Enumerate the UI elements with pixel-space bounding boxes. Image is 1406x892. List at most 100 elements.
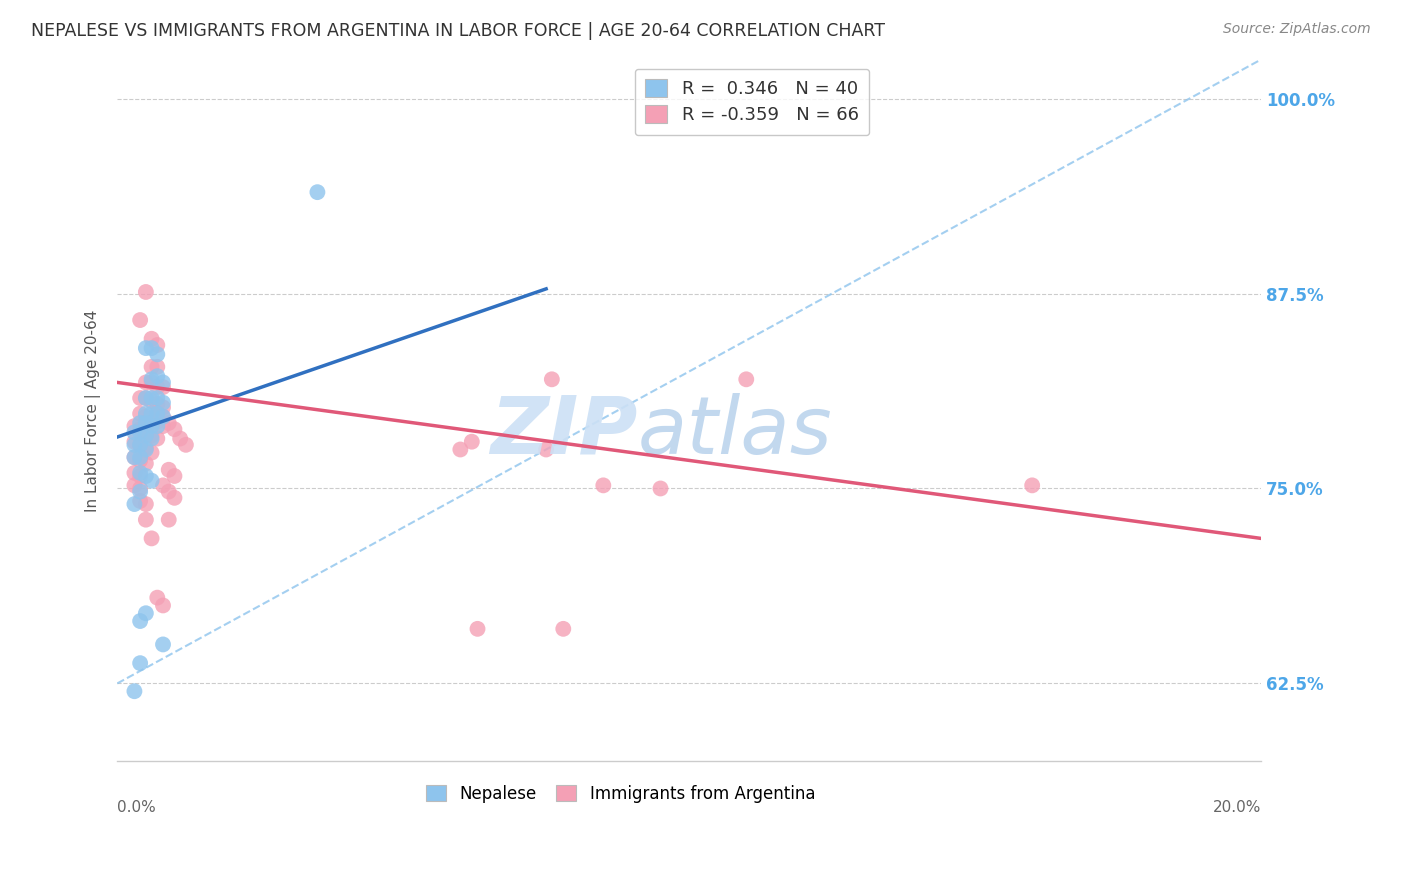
Point: [152, 395, 174, 409]
Point: [157, 463, 180, 477]
Point: [169, 432, 191, 446]
Point: [129, 469, 152, 483]
Point: [129, 482, 152, 496]
Point: [146, 359, 169, 374]
Point: [129, 416, 152, 430]
Point: [146, 338, 169, 352]
Point: [124, 478, 146, 492]
Point: [141, 428, 163, 442]
Point: [146, 347, 169, 361]
Point: [141, 411, 163, 425]
Point: [152, 380, 174, 394]
Point: [152, 409, 174, 424]
Point: [1021, 478, 1043, 492]
Point: [152, 478, 174, 492]
Point: [141, 376, 163, 390]
Point: [129, 425, 152, 440]
Point: [135, 407, 157, 421]
Point: [135, 441, 157, 455]
Text: atlas: atlas: [638, 392, 832, 471]
Text: Source: ZipAtlas.com: Source: ZipAtlas.com: [1223, 22, 1371, 37]
Point: [124, 466, 146, 480]
Point: [146, 414, 169, 428]
Point: [152, 409, 174, 424]
Point: [146, 369, 169, 384]
Point: [141, 432, 163, 446]
Point: [129, 438, 152, 452]
Point: [540, 372, 562, 386]
Point: [174, 438, 197, 452]
Point: [135, 391, 157, 405]
Point: [152, 401, 174, 415]
Point: [307, 185, 329, 199]
Legend: Nepalese, Immigrants from Argentina: Nepalese, Immigrants from Argentina: [416, 775, 825, 813]
Point: [129, 422, 152, 436]
Point: [135, 391, 157, 405]
Point: [141, 407, 163, 421]
Text: NEPALESE VS IMMIGRANTS FROM ARGENTINA IN LABOR FORCE | AGE 20-64 CORRELATION CHA: NEPALESE VS IMMIGRANTS FROM ARGENTINA IN…: [31, 22, 884, 40]
Point: [157, 484, 180, 499]
Text: ZIP: ZIP: [491, 392, 638, 471]
Point: [163, 491, 186, 505]
Point: [129, 407, 152, 421]
Point: [135, 457, 157, 471]
Point: [146, 407, 169, 421]
Point: [157, 416, 180, 430]
Point: [129, 313, 152, 327]
Point: [141, 341, 163, 355]
Point: [141, 532, 163, 546]
Point: [152, 637, 174, 651]
Point: [129, 438, 152, 452]
Point: [135, 513, 157, 527]
Point: [735, 372, 758, 386]
Point: [152, 376, 174, 390]
Y-axis label: In Labor Force | Age 20-64: In Labor Force | Age 20-64: [86, 310, 101, 512]
Point: [135, 442, 157, 457]
Point: [534, 442, 557, 457]
Point: [129, 391, 152, 405]
Point: [135, 497, 157, 511]
Point: [129, 494, 152, 508]
Point: [135, 416, 157, 430]
Text: 20.0%: 20.0%: [1212, 800, 1261, 815]
Point: [141, 332, 163, 346]
Point: [124, 450, 146, 465]
Point: [124, 434, 146, 449]
Point: [135, 285, 157, 299]
Point: [146, 397, 169, 411]
Point: [129, 453, 152, 467]
Point: [141, 445, 163, 459]
Point: [135, 341, 157, 355]
Point: [124, 419, 146, 434]
Point: [146, 407, 169, 421]
Point: [449, 442, 471, 457]
Point: [124, 497, 146, 511]
Point: [124, 450, 146, 465]
Point: [141, 474, 163, 488]
Point: [141, 394, 163, 409]
Point: [553, 622, 575, 636]
Point: [135, 409, 157, 424]
Point: [163, 422, 186, 436]
Point: [467, 622, 489, 636]
Text: 0.0%: 0.0%: [117, 800, 156, 815]
Point: [129, 466, 152, 480]
Point: [124, 684, 146, 698]
Point: [146, 591, 169, 605]
Point: [135, 376, 157, 390]
Point: [135, 425, 157, 440]
Point: [157, 513, 180, 527]
Point: [146, 391, 169, 405]
Point: [135, 606, 157, 620]
Point: [129, 656, 152, 670]
Point: [461, 434, 484, 449]
Point: [141, 372, 163, 386]
Point: [124, 438, 146, 452]
Point: [141, 419, 163, 434]
Point: [141, 391, 163, 405]
Point: [135, 428, 157, 442]
Point: [129, 484, 152, 499]
Point: [135, 469, 157, 483]
Point: [146, 380, 169, 394]
Point: [129, 614, 152, 628]
